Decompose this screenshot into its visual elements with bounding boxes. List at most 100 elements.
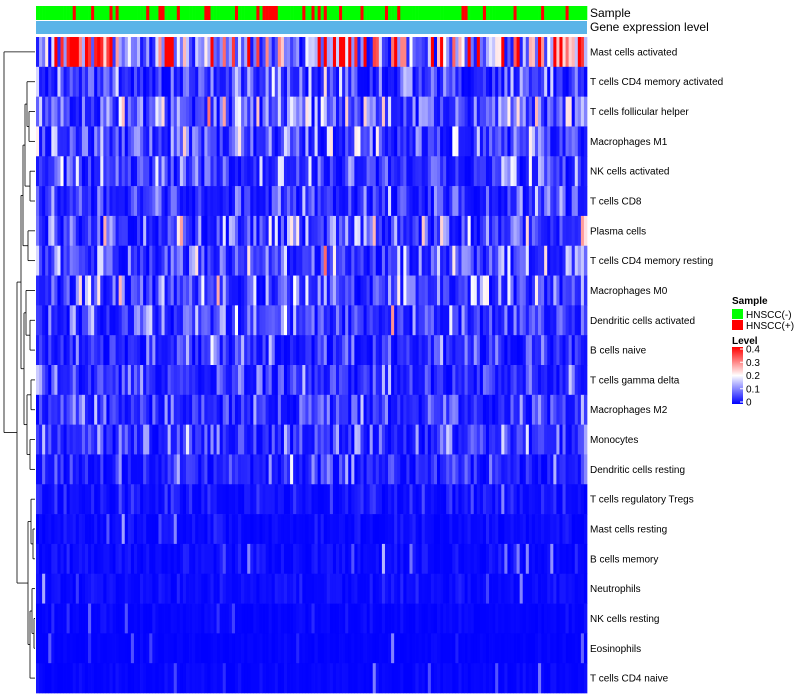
heatmap-cell xyxy=(452,454,456,485)
heatmap-cell xyxy=(544,663,548,694)
sample-annotation-cell xyxy=(541,6,545,20)
heatmap-row xyxy=(36,573,588,604)
heatmap-cell xyxy=(375,394,380,425)
heatmap-cell xyxy=(400,37,404,68)
heatmap-cell xyxy=(308,186,312,217)
heatmap-cell xyxy=(534,394,539,425)
heatmap-cell xyxy=(219,305,224,336)
heatmap-cell xyxy=(375,186,380,217)
heatmap-cell xyxy=(112,603,116,634)
heatmap-cell xyxy=(228,424,233,455)
heatmap-cell xyxy=(72,37,77,68)
heatmap-cell xyxy=(143,543,147,575)
heatmap-cell xyxy=(173,573,178,604)
heatmap-cell xyxy=(357,37,361,68)
heatmap-cell xyxy=(75,245,80,276)
heatmap-cell xyxy=(544,454,548,485)
heatmap-cell xyxy=(103,66,107,97)
heatmap-cell xyxy=(556,603,560,634)
heatmap-cell xyxy=(192,245,196,276)
heatmap-cell xyxy=(556,96,560,127)
heatmap-cell xyxy=(583,245,588,276)
heatmap-cell xyxy=(78,484,83,515)
heatmap-cell xyxy=(280,663,285,694)
heatmap-cell xyxy=(305,514,309,545)
heatmap-cell xyxy=(222,96,227,127)
heatmap-cell xyxy=(452,543,456,575)
heatmap-cell xyxy=(482,126,487,157)
heatmap-cell xyxy=(179,484,184,515)
heatmap-cell xyxy=(400,335,404,366)
heatmap-cell xyxy=(137,305,141,336)
heatmap-cell xyxy=(277,454,282,485)
heatmap-cell xyxy=(238,126,242,157)
heatmap-cell xyxy=(121,66,126,97)
heatmap-cell xyxy=(467,543,472,575)
heatmap-cell xyxy=(574,633,579,664)
heatmap-cell xyxy=(504,573,508,604)
heatmap-cell xyxy=(440,305,444,336)
heatmap-cell xyxy=(60,573,64,604)
heatmap-cell xyxy=(216,156,221,187)
heatmap-cell xyxy=(231,126,236,157)
heatmap-cell xyxy=(244,394,248,425)
heatmap-cell xyxy=(280,245,285,276)
heatmap-cell xyxy=(320,603,325,634)
heatmap-cell xyxy=(42,335,46,366)
heatmap-cell xyxy=(201,454,205,485)
heatmap-cell xyxy=(219,484,224,515)
heatmap-cell xyxy=(562,96,566,127)
heatmap-cell xyxy=(103,37,107,68)
heatmap-cell xyxy=(412,37,416,68)
heatmap-cell xyxy=(51,543,55,575)
heatmap-cell xyxy=(519,186,524,217)
heatmap-cell xyxy=(280,156,285,187)
heatmap-cell xyxy=(397,156,401,187)
heatmap-cell xyxy=(538,454,542,485)
heatmap-cell xyxy=(112,66,116,97)
heatmap-cell xyxy=(176,484,181,515)
heatmap-cell xyxy=(492,275,496,306)
heatmap-cell xyxy=(259,156,263,187)
heatmap-cell xyxy=(222,215,227,247)
heatmap-cell xyxy=(60,305,64,336)
heatmap-cell xyxy=(271,573,276,604)
heatmap-cell xyxy=(302,37,306,68)
heatmap-cell xyxy=(124,335,129,366)
heatmap-cell xyxy=(513,156,517,187)
row-label: Monocytes xyxy=(590,435,638,446)
heatmap-cell xyxy=(458,156,462,187)
heatmap-cell xyxy=(519,603,524,634)
heatmap-cell xyxy=(222,633,227,664)
heatmap-cell xyxy=(103,543,107,575)
heatmap-cell xyxy=(409,215,413,247)
heatmap-cell xyxy=(443,156,447,187)
heatmap-cell xyxy=(571,424,576,455)
heatmap-cell xyxy=(360,484,364,515)
heatmap-cell xyxy=(470,305,475,336)
heatmap-cell xyxy=(473,335,478,366)
heatmap-cell xyxy=(259,126,263,157)
heatmap-cell xyxy=(222,66,227,97)
heatmap-cell xyxy=(360,215,364,247)
heatmap-cell xyxy=(580,305,585,336)
heatmap-cell xyxy=(378,156,383,187)
heatmap-cell xyxy=(391,394,395,425)
heatmap-cell xyxy=(268,543,273,575)
heatmap-cell xyxy=(391,335,395,366)
heatmap-cell xyxy=(250,126,254,157)
heatmap-cell xyxy=(443,275,447,306)
heatmap-cell xyxy=(222,126,227,157)
heatmap-cell xyxy=(121,215,126,247)
heatmap-cell xyxy=(283,365,288,396)
heatmap-cell xyxy=(45,186,49,217)
heatmap-cell xyxy=(430,245,435,276)
heatmap-cell xyxy=(152,126,156,157)
heatmap-cell xyxy=(446,37,450,68)
heatmap-cell xyxy=(238,603,242,634)
heatmap-cell xyxy=(412,663,416,694)
heatmap-cell xyxy=(320,96,325,127)
heatmap-cell xyxy=(121,394,126,425)
heatmap-cell xyxy=(45,215,49,247)
heatmap-cell xyxy=(498,275,502,306)
